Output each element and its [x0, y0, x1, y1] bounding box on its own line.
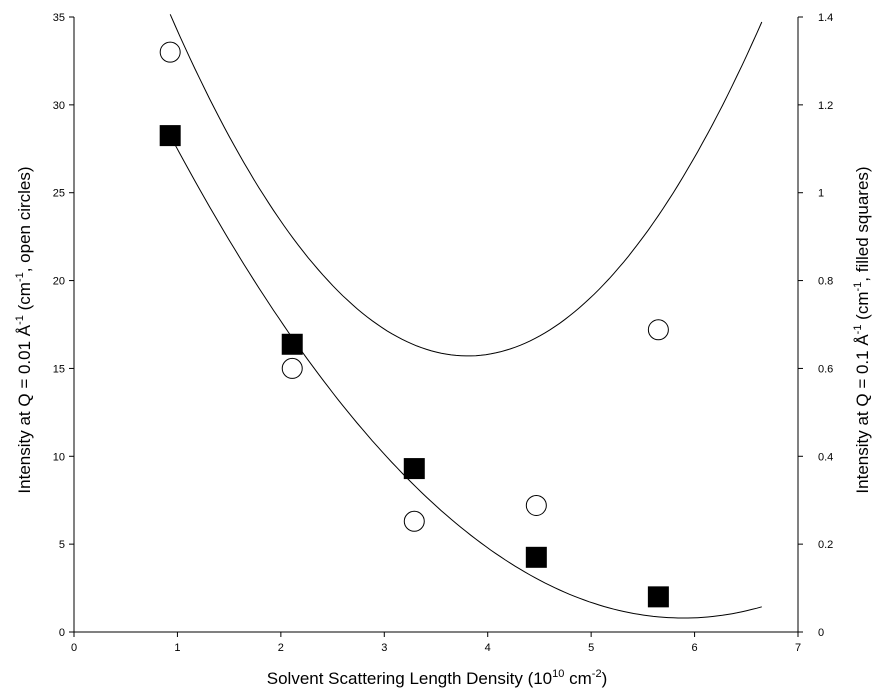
open-circle-point: [281, 357, 303, 379]
axes: [73, 17, 799, 633]
left-y-tick-label: 25: [53, 188, 65, 200]
x-tick-label: 4: [485, 642, 491, 654]
filled-square-point: [159, 125, 181, 147]
right-y-tick-label: 1.4: [818, 12, 833, 24]
fit-curves: [169, 14, 763, 619]
x-tick-label: 6: [692, 642, 698, 654]
x-tick-label: 1: [174, 642, 180, 654]
left-y-tick-label: 30: [53, 100, 65, 112]
open-circles-fit-curve: [169, 14, 763, 357]
left-y-tick-label: 0: [59, 627, 65, 639]
left-y-axis-ticks: 0 5 10 15 20 25 30 35: [53, 12, 74, 639]
right-y-axis-title: Intensity at Q = 0.1 Å-1 (cm-1, filled s…: [852, 166, 872, 493]
x-axis-title: Solvent Scattering Length Density (1010 …: [267, 668, 607, 688]
data-markers: [159, 41, 669, 608]
right-y-tick-label: 0.8: [818, 276, 833, 288]
open-circle-point: [159, 41, 181, 63]
left-y-axis-title: Intensity at Q = 0.01 Å-1 (cm-1, open ci…: [14, 166, 34, 493]
filled-square-point: [403, 458, 425, 480]
filled-square-point: [525, 546, 547, 568]
left-y-tick-label: 15: [53, 363, 65, 375]
x-tick-label: 5: [588, 642, 594, 654]
open-circle-point: [403, 510, 425, 532]
x-axis-ticks: 0 1 2 3 4 5 6 7: [71, 632, 801, 654]
right-y-tick-label: 0.6: [818, 363, 833, 375]
right-y-axis-ticks: 0 0.2 0.4 0.6 0.8 1 1.2 1.4: [798, 12, 833, 639]
right-y-tick-label: 1.2: [818, 100, 833, 112]
x-tick-label: 3: [381, 642, 387, 654]
filled-square-point: [281, 333, 303, 355]
filled-squares-fit-curve: [169, 135, 762, 619]
left-y-tick-label: 20: [53, 276, 65, 288]
right-y-tick-label: 0.4: [818, 451, 833, 463]
open-circle-point: [647, 319, 669, 341]
left-y-tick-label: 35: [53, 12, 65, 24]
left-y-tick-label: 5: [59, 539, 65, 551]
right-y-tick-label: 0.2: [818, 539, 833, 551]
open-circle-point: [525, 494, 547, 516]
right-y-tick-label: 0: [818, 627, 824, 639]
filled-square-point: [647, 586, 669, 608]
x-tick-label: 2: [278, 642, 284, 654]
right-y-tick-label: 1: [818, 188, 824, 200]
x-tick-label: 7: [795, 642, 801, 654]
left-y-tick-label: 10: [53, 451, 65, 463]
x-tick-label: 0: [71, 642, 77, 654]
